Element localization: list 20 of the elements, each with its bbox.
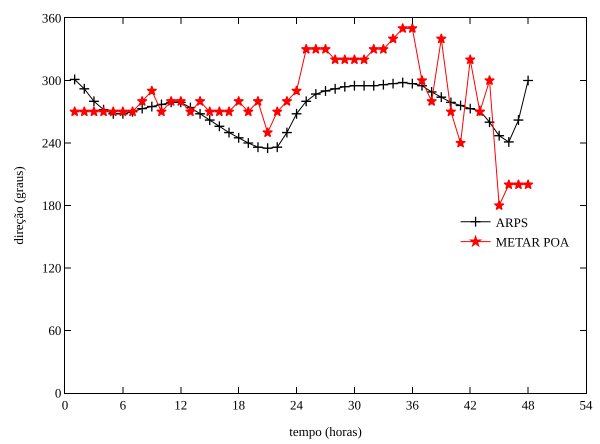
y-axis-title: direção (graus)	[10, 166, 26, 245]
y-tick-label: 60	[48, 323, 62, 338]
x-tick-label: 36	[406, 398, 420, 413]
y-tick-label: 300	[42, 73, 62, 88]
y-tick-label: 0	[54, 386, 62, 401]
x-axis-title: tempo (horas)	[289, 424, 362, 440]
x-tick-label: 30	[348, 398, 361, 413]
y-tick-label: 120	[42, 260, 62, 276]
x-tick-label: 48	[522, 398, 535, 413]
x-tick-label: 54	[580, 398, 593, 413]
legend-label: ARPS	[496, 214, 528, 230]
x-tick-label: 24	[290, 398, 304, 413]
x-tick-label: 42	[464, 398, 477, 413]
y-tick-label: 360	[42, 10, 62, 26]
x-tick-label: 6	[120, 398, 127, 413]
x-tick-label: 18	[232, 398, 246, 413]
y-tick-label: 240	[42, 136, 62, 151]
y-tick-label: 180	[42, 198, 62, 214]
x-tick-label: 12	[174, 398, 188, 413]
legend-label: METAR POA	[496, 234, 570, 250]
